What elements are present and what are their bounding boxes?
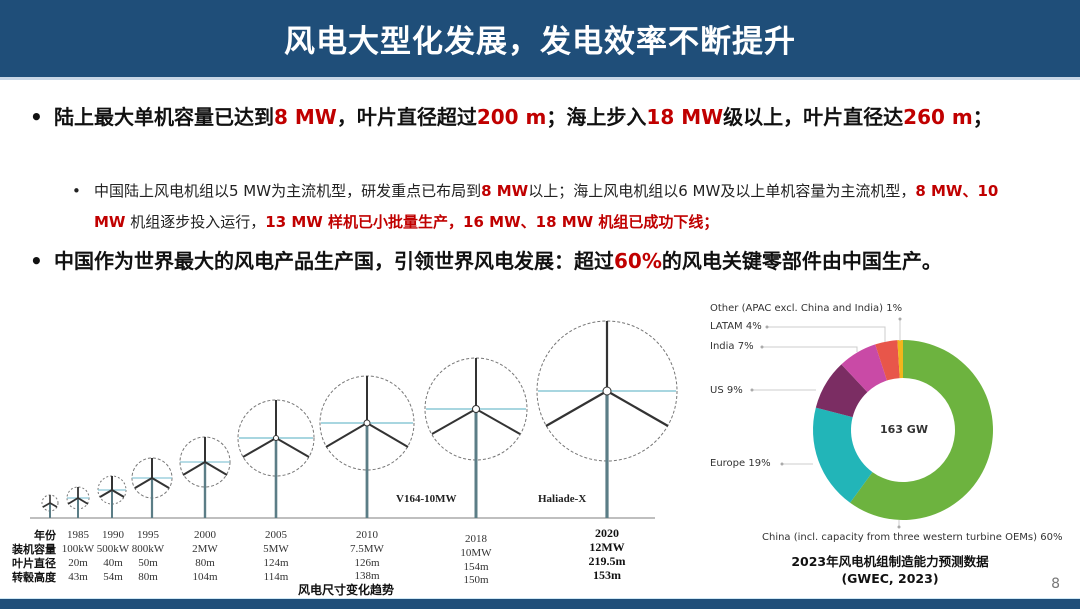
- legend-china: China (incl. capacity from three western…: [762, 532, 1063, 543]
- donut-slice: [875, 340, 900, 381]
- turbine-1995: [97, 475, 127, 518]
- donut-slice: [812, 407, 873, 503]
- slide-footer-bar: [0, 598, 1080, 609]
- legend-india: India 7%: [710, 341, 754, 352]
- donut-slice: [841, 344, 887, 393]
- donut-slices: [812, 340, 993, 521]
- row-hub-height: 转毂高度 43m 54m 80m 104m 114m 138m 150m 153…: [12, 568, 621, 587]
- bullet-dot: •: [72, 182, 81, 200]
- donut-center-label: 163 GW: [880, 423, 928, 436]
- turbine-1985: [41, 494, 59, 518]
- bullet-1-text: 陆上最大单机容量已达到8 MW，叶片直径超过200 m；海上步入18 MW级以上…: [54, 105, 993, 129]
- turbine-v164: [424, 357, 528, 518]
- donut-chart: [750, 317, 993, 529]
- model-label-haliade-x: Haliade-X: [538, 493, 587, 505]
- leader-lines: [752, 319, 901, 528]
- page-number: 8: [1051, 576, 1060, 592]
- turbine-1990: [66, 486, 90, 518]
- slide-header: 风电大型化发展，发电效率不断提升: [0, 0, 1080, 80]
- turbine-2000: [131, 457, 173, 518]
- turbine-2010: [237, 399, 315, 518]
- turbine-size-illustration: [30, 320, 678, 519]
- turbine-2005: [179, 436, 231, 518]
- donut-slice: [850, 340, 993, 521]
- model-label-v164: V164-10MW: [396, 493, 457, 505]
- sub-bullet: • 中国陆上风电机组以5 MW为主流机型，研发重点已布局到8 MW以上；海上风电…: [72, 176, 1032, 238]
- turbine-2018a: [319, 375, 415, 518]
- row-diameter: 叶片直径 20m 40m 50m 80m 124m 126m 154m 219.…: [12, 554, 626, 574]
- chart-title: 2023年风电机组制造能力预测数据 (GWEC, 2023): [791, 554, 989, 586]
- donut-slice: [897, 340, 903, 379]
- row-year: 年份 1985 1990 1995 2000 2005 2010 2018 20…: [34, 526, 619, 546]
- legend-latam: LATAM 4%: [710, 321, 762, 332]
- bullet-2-text: 中国作为世界最大的风电产品生产国，引领世界风电发展：超过60%的风电关键零部件由…: [54, 249, 942, 273]
- bullet-dot: •: [30, 249, 43, 273]
- slide-title: 风电大型化发展，发电效率不断提升: [284, 24, 796, 60]
- bullet-dot: •: [30, 105, 43, 129]
- legend-us: US 9%: [710, 385, 743, 396]
- sub-bullet-text: 中国陆上风电机组以5 MW为主流机型，研发重点已布局到8 MW以上；海上风电机组…: [94, 182, 999, 231]
- bullet-2: • 中国作为世界最大的风电产品生产国，引领世界风电发展：超过60%的风电关键零部…: [30, 240, 1040, 282]
- legend-europe: Europe 19%: [710, 458, 771, 469]
- figure-caption: 风电尺寸变化趋势: [298, 583, 395, 597]
- bullet-1: • 陆上最大单机容量已达到8 MW，叶片直径超过200 m；海上步入18 MW级…: [30, 96, 1040, 138]
- legend-other: Other (APAC excl. China and India) 1%: [710, 303, 903, 314]
- donut-slice: [815, 364, 868, 418]
- turbine-haliade-x: [536, 320, 678, 518]
- row-capacity: 装机容量 100kW 500kW 800kW 2MW 5MW 7.5MW 10M…: [12, 540, 625, 560]
